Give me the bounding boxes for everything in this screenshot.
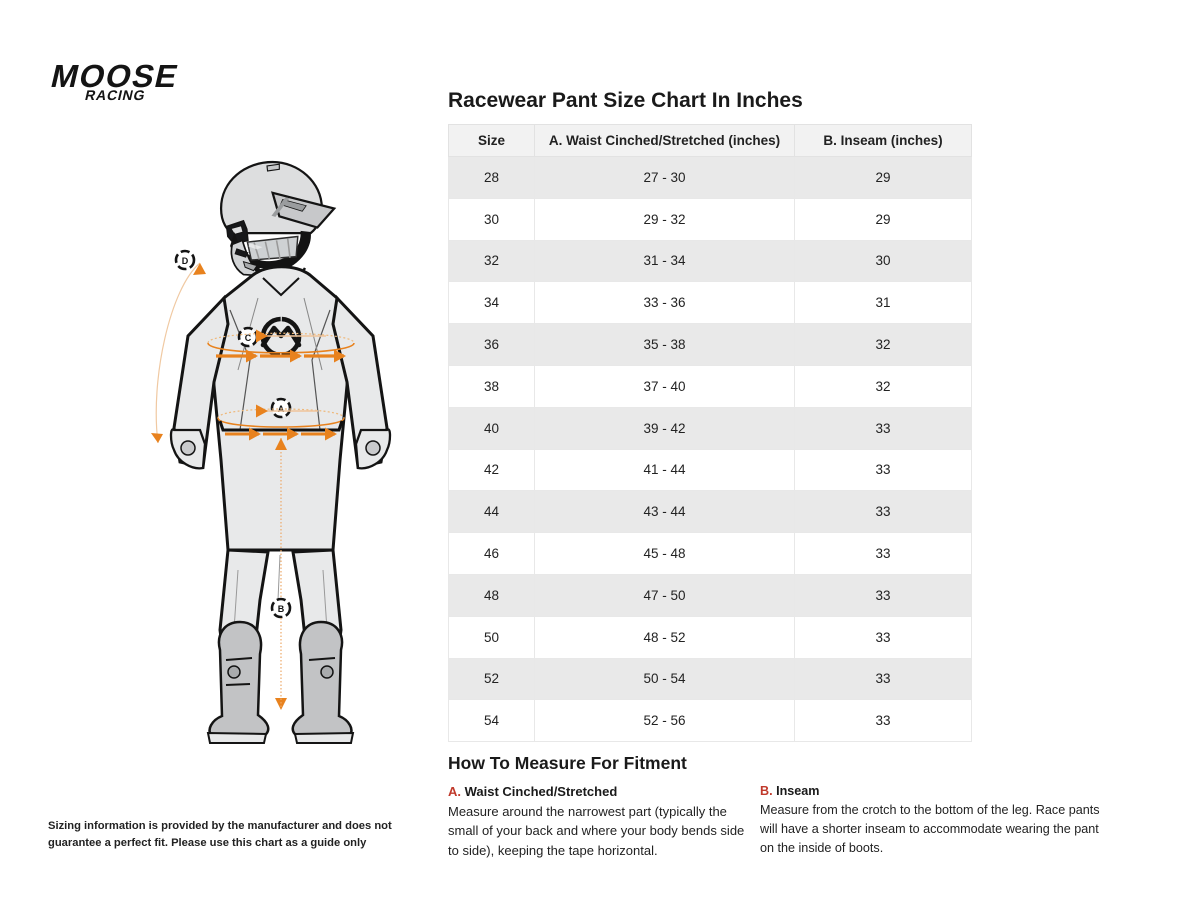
svg-text:B: B — [278, 604, 285, 614]
svg-text:D: D — [182, 256, 189, 266]
svg-text:RACING: RACING — [83, 88, 147, 102]
